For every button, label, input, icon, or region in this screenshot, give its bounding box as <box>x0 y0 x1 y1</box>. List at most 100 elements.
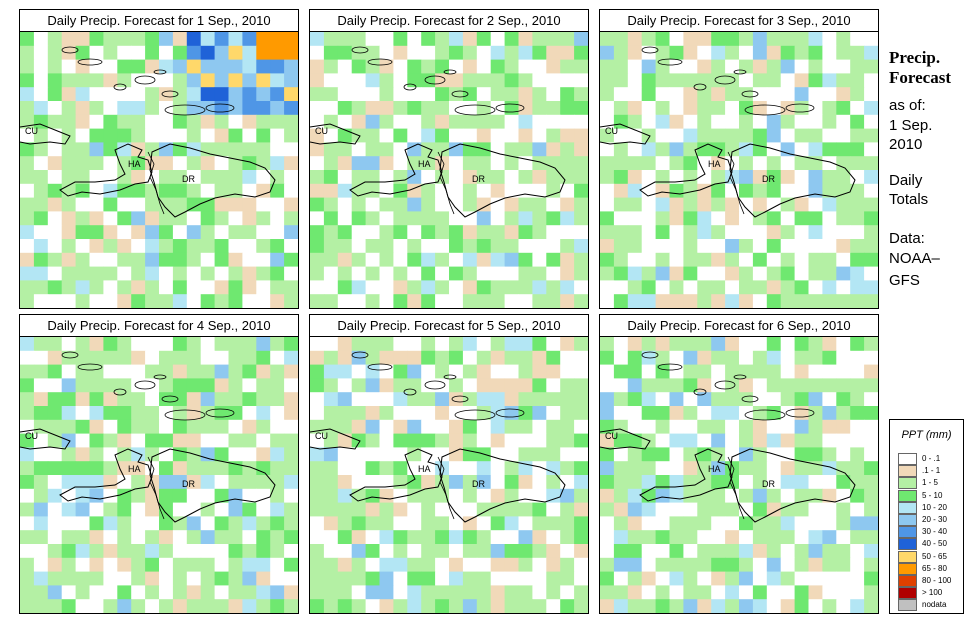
precip-cell <box>850 183 865 199</box>
precip-cell <box>365 45 380 61</box>
precip-cell <box>504 461 519 476</box>
precip-cell <box>61 447 77 462</box>
precip-cell <box>421 488 436 504</box>
precip-cell <box>365 502 380 517</box>
precip-cell <box>752 32 768 47</box>
precip-cell <box>641 266 657 281</box>
precip-cell <box>518 211 533 226</box>
precip-cell <box>850 419 865 435</box>
precip-cell <box>172 294 188 308</box>
precip-cell <box>172 406 188 421</box>
precip-cell <box>393 197 408 212</box>
precip-cell <box>697 502 712 517</box>
precip-cell <box>284 252 298 268</box>
precip-cell <box>270 433 285 448</box>
precip-cell <box>33 378 49 393</box>
precip-cell <box>697 156 712 171</box>
precip-cell <box>560 252 575 268</box>
precip-cell <box>490 406 506 421</box>
precip-cell <box>323 32 339 47</box>
precip-cell <box>752 419 768 435</box>
precip-cell <box>864 475 878 490</box>
precip-cell <box>214 447 229 462</box>
precip-cell <box>351 32 367 47</box>
precip-cell <box>490 378 506 393</box>
precip-cell <box>560 461 575 476</box>
precip-cell <box>462 266 478 281</box>
precip-cell <box>117 364 132 379</box>
precip-cell <box>725 239 740 254</box>
precip-cell <box>270 45 285 61</box>
precip-cell <box>641 239 657 254</box>
legend-label: 40 - 50 <box>922 539 947 549</box>
precip-cell <box>836 475 851 490</box>
precip-cell <box>337 571 353 586</box>
precip-cell <box>780 101 796 116</box>
precip-cell <box>270 406 285 421</box>
precip-cell <box>75 73 90 88</box>
precip-cell <box>242 392 257 407</box>
precip-cell <box>683 406 698 421</box>
precip-cell <box>532 87 547 102</box>
precip-cell <box>186 599 202 613</box>
precip-cell <box>310 45 325 61</box>
precip-cell <box>75 142 90 157</box>
precip-cell <box>627 406 643 421</box>
precip-cell <box>200 447 216 462</box>
precip-cell <box>504 364 519 379</box>
precip-cell <box>214 599 229 613</box>
precip-cell <box>351 461 367 476</box>
precip-cell <box>504 392 519 407</box>
precip-cell <box>145 45 160 61</box>
legend-swatch <box>898 599 917 612</box>
precip-cell <box>836 59 851 74</box>
precip-cell <box>323 337 339 352</box>
precip-cell <box>518 406 533 421</box>
precip-cell <box>476 32 492 47</box>
precip-cell <box>808 530 823 545</box>
precip-cell <box>546 378 561 393</box>
precip-cell <box>836 128 851 143</box>
precip-cell <box>518 502 533 517</box>
precip-cell <box>560 32 575 47</box>
precip-cell <box>47 252 63 268</box>
precip-cell <box>518 544 533 559</box>
precip-cell <box>351 156 367 171</box>
precip-cell <box>270 280 285 295</box>
precip-cell <box>131 544 146 559</box>
precip-cell <box>560 599 575 613</box>
precip-cell <box>766 488 782 504</box>
precip-cell <box>172 156 188 171</box>
precip-cell <box>337 364 353 379</box>
precip-cell <box>600 516 615 531</box>
precip-cell <box>407 475 422 490</box>
precip-cell <box>752 571 768 586</box>
precip-cell <box>780 252 796 268</box>
precip-cell <box>323 599 339 613</box>
precip-cell <box>794 516 809 531</box>
precip-cell <box>600 447 615 462</box>
precip-cell <box>200 211 216 226</box>
precip-cell <box>822 156 837 171</box>
precip-cell <box>504 571 519 586</box>
precip-cell <box>131 406 146 421</box>
precip-cell <box>145 128 160 143</box>
precip-cell <box>351 419 367 435</box>
precip-cell <box>600 183 615 199</box>
precip-cell <box>449 571 464 586</box>
precip-cell <box>131 419 146 435</box>
precip-cell <box>697 599 712 613</box>
precip-cell <box>669 32 684 47</box>
precip-cell <box>600 156 615 171</box>
precip-cell <box>186 156 202 171</box>
precip-cell <box>546 59 561 74</box>
precip-cell <box>117 350 132 366</box>
precip-cell <box>103 516 118 531</box>
precip-cell <box>476 350 492 366</box>
precip-cell <box>379 557 394 573</box>
island-outline <box>741 395 759 403</box>
precip-cell <box>850 114 865 130</box>
island-outline <box>657 58 683 66</box>
precip-cell <box>131 433 146 448</box>
